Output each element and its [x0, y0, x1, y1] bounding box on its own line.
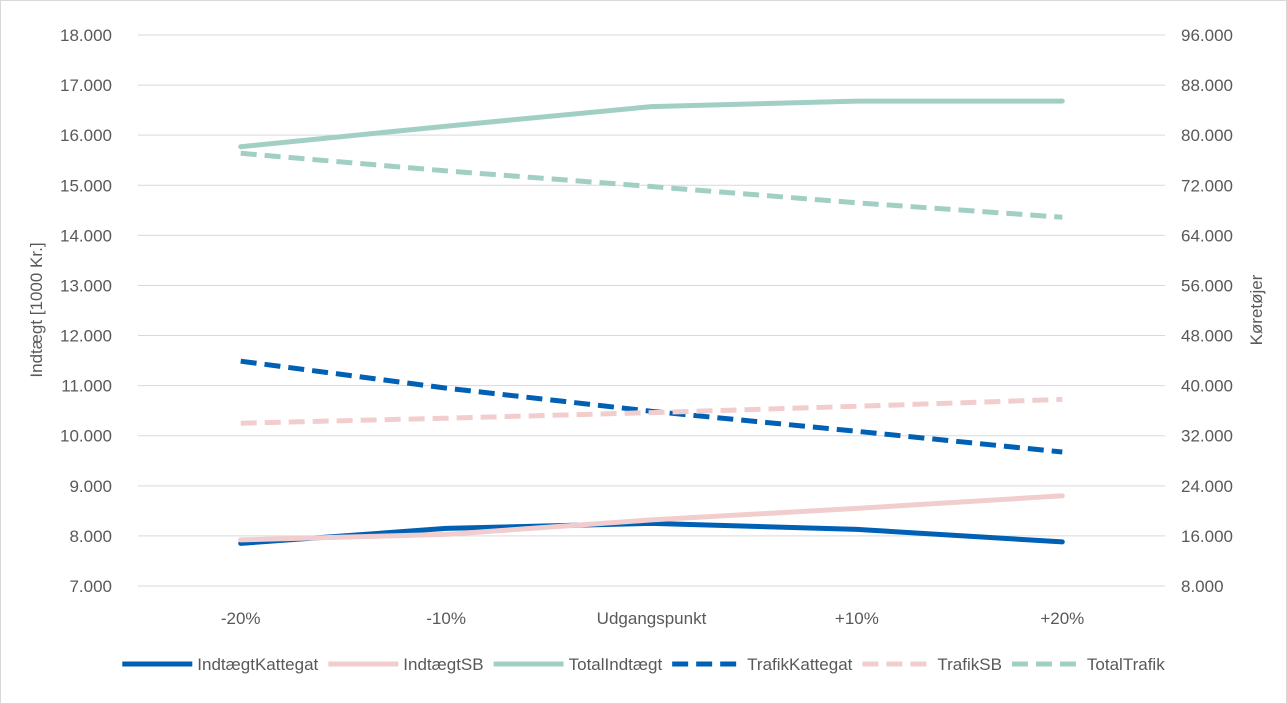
left-tick-label: 14.000 [60, 226, 112, 245]
left-tick-label: 18.000 [60, 26, 112, 45]
right-tick-label: 48.000 [1181, 327, 1233, 346]
left-tick-label: 7.000 [69, 577, 112, 596]
right-axis-ticks: 8.000 16.000 24.000 32.000 40.000 48.000 56.00… [1181, 26, 1233, 596]
left-tick-label: 8.000 [69, 527, 112, 546]
legend-label: TotalIndtægt [569, 655, 663, 674]
x-tick-label: -10% [426, 609, 466, 628]
legend-label: TrafikSB [937, 655, 1002, 674]
x-tick-label: +20% [1040, 609, 1084, 628]
legend-label: IndtægtSB [403, 655, 483, 674]
x-tick-label: -20% [221, 609, 261, 628]
right-tick-label: 96.000 [1181, 26, 1233, 45]
right-tick-label: 56.000 [1181, 276, 1233, 295]
left-tick-label: 17.000 [60, 76, 112, 95]
right-tick-label: 24.000 [1181, 477, 1233, 496]
legend: IndtægtKattegat IndtægtSB TotalIndtægt Traf… [122, 655, 1165, 674]
x-axis-ticks: -20% -10% Udgangspunkt +10% +20% [221, 609, 1084, 628]
right-tick-label: 72.000 [1181, 176, 1233, 195]
legend-label: IndtægtKattegat [197, 655, 318, 674]
left-tick-label: 9.000 [69, 477, 112, 496]
right-axis-title: Køretøjer [1247, 274, 1266, 345]
right-tick-label: 88.000 [1181, 76, 1233, 95]
legend-label: TotalTrafik [1087, 655, 1165, 674]
right-tick-label: 40.000 [1181, 377, 1233, 396]
left-tick-label: 12.000 [60, 327, 112, 346]
series-lines [238, 98, 1065, 546]
left-tick-label: 15.000 [60, 176, 112, 195]
left-tick-label: 13.000 [60, 276, 112, 295]
right-tick-label: 80.000 [1181, 126, 1233, 145]
right-tick-label: 64.000 [1181, 226, 1233, 245]
x-tick-label: +10% [835, 609, 879, 628]
right-tick-label: 16.000 [1181, 527, 1233, 546]
left-tick-label: 11.000 [61, 377, 112, 396]
legend-label: TrafikKattegat [747, 655, 852, 674]
right-tick-label: 8.000 [1181, 577, 1224, 596]
left-tick-label: 10.000 [60, 427, 112, 446]
left-axis-title: Indtægt [1000 Kr.] [27, 242, 46, 377]
x-tick-label: Udgangspunkt [597, 609, 707, 628]
left-axis-ticks: 7.000 8.000 9.000 10.000 11.000 12.000 13.000 1… [60, 26, 112, 596]
left-tick-label: 16.000 [60, 126, 112, 145]
right-tick-label: 32.000 [1181, 427, 1233, 446]
